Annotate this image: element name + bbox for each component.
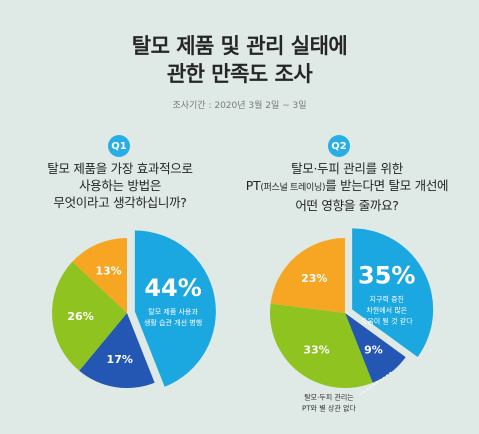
- q1-badge: Q1: [108, 135, 130, 157]
- survey-period: 조사기간 : 2020년 3월 2일 ~ 3일: [172, 101, 307, 111]
- q2-question-line2-b: 를 받는다면 탈모 개선에: [325, 178, 449, 193]
- pie1-slice-2: [51, 261, 127, 371]
- q2-callout: 탈모·두피 관리는 PT와 별 상관 없다: [302, 371, 392, 412]
- pie1-slice-3-label: 13%: [95, 264, 121, 277]
- page-title-line2: 관한 만족도 조사: [166, 62, 313, 86]
- pie2-slice-0-label: 35%: [358, 262, 415, 290]
- pie2-slice-1: [345, 313, 406, 383]
- pie1-slice-0-label: 44%: [144, 274, 201, 302]
- q2-question-line2-small: (퍼스널 트레이닝): [260, 183, 326, 193]
- q1-question-line2: 사용하는 방법은: [78, 178, 162, 193]
- q1-question-line3: 무엇이라고 생각하십니까?: [53, 195, 187, 210]
- callout-text-line2: PT와 별 상관 없다: [302, 403, 356, 412]
- pie1-slice-0-desc1: 탈모 제품 사용과: [148, 307, 198, 316]
- q1-question-line1: 탈모 제품을 가장 효과적으로: [47, 161, 193, 176]
- pie2-slice-0-desc1: 지구력 증진: [370, 295, 404, 304]
- q2-question-line2-a: PT: [245, 178, 261, 193]
- q2-question: 탈모·두피 관리를 위한 PT(퍼스널 트레이닝)를 받는다면 탈모 개선에 어…: [218, 160, 476, 214]
- pie2-slice-3-label: 23%: [301, 272, 327, 285]
- q2-badge: Q2: [328, 135, 350, 157]
- pie2-slice-0-desc2: 차원에서 많은: [366, 306, 407, 315]
- q1-question: 탈모 제품을 가장 효과적으로 사용하는 방법은 무엇이라고 생각하십니까?: [5, 160, 235, 211]
- pie1-slice-1: [79, 313, 155, 388]
- q2-question-line1: 탈모·두피 관리를 위한: [291, 161, 403, 176]
- callout-text-line1: 탈모·두피 관리는: [304, 392, 354, 401]
- pie1-slice-0: [134, 230, 216, 387]
- q2-question-line2: PT(퍼스널 트레이닝)를 받는다면 탈모 개선에: [218, 177, 476, 197]
- pie1-slice-0-desc2: 생활 습관 개선 병행: [144, 318, 202, 327]
- pie2-slice-0-desc3: 도움이 될 것 같다: [361, 317, 413, 326]
- pie2-slice-3: [270, 238, 345, 313]
- pie2-slice-2: [269, 303, 373, 388]
- pie2-slice-1-label: 9%: [364, 344, 383, 357]
- page-title-line1: 탈모 제품 및 관리 실태에: [131, 34, 348, 58]
- q2-question-line3: 어떤 영향을 줄까요?: [295, 198, 399, 213]
- pie2-slice-2-label: 33%: [303, 344, 329, 357]
- pie1-slice-1-label: 17%: [107, 353, 133, 366]
- pie1-slice-3: [72, 238, 127, 313]
- pie1-slice-2-label: 26%: [67, 310, 93, 323]
- pie2-slice-0: [352, 228, 434, 357]
